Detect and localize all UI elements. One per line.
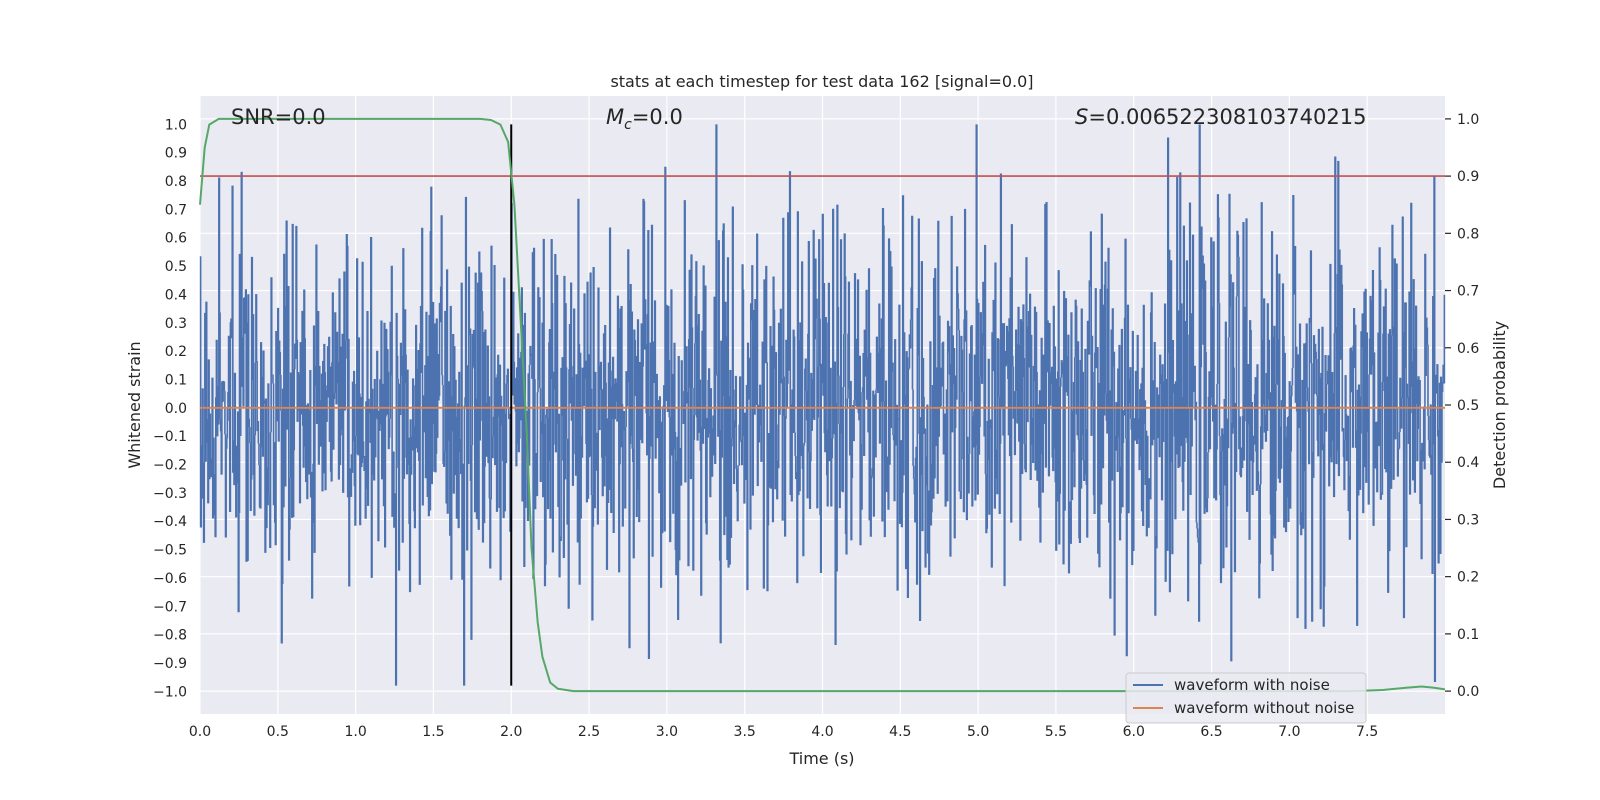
left-y-tick-label: 0.9 [165, 146, 187, 162]
left-y-tick-label: −0.2 [153, 458, 187, 474]
x-axis-label: Time (s) [788, 749, 854, 768]
x-tick-label: 7.5 [1356, 724, 1378, 740]
left-y-tick-label: 0.4 [165, 287, 187, 303]
left-y-tick-label: −0.8 [153, 628, 187, 644]
left-axis-label: Whitened strain [125, 341, 144, 468]
score-symbol: S [1075, 105, 1088, 129]
left-y-tick-label: −0.9 [153, 656, 187, 672]
snr-annotation: SNR=0.0 [231, 105, 326, 129]
x-tick-label: 0.0 [189, 724, 211, 740]
x-tick-label: 3.0 [656, 724, 678, 740]
legend-box [1125, 672, 1367, 724]
left-y-tick-label: −0.1 [153, 429, 187, 445]
right-y-tick-label: 0.1 [1457, 627, 1479, 643]
right-y-tick-label: 0.4 [1457, 455, 1479, 471]
chirp-mass-annotation: Mc=0.0 [606, 105, 683, 133]
left-y-tick-label: −1.0 [153, 684, 187, 700]
right-y-tick-label: 1.0 [1457, 112, 1479, 128]
chirp-mass-symbol: M [606, 105, 624, 129]
left-y-tick-label: −0.7 [153, 599, 187, 615]
chart-title: stats at each timestep for test data 162… [610, 72, 1033, 91]
score-annotation: S=0.006522308103740215 [1075, 105, 1366, 129]
left-y-tick-label: −0.6 [153, 571, 187, 587]
right-y-tick-label: 0.6 [1457, 341, 1479, 357]
chirp-mass-subscript: c [624, 117, 632, 133]
legend-label-clean: waveform without noise [1174, 699, 1354, 717]
x-tick-label: 2.5 [578, 724, 600, 740]
x-tick-label: 4.0 [811, 724, 833, 740]
x-tick-label: 3.5 [734, 724, 756, 740]
x-tick-label: 4.5 [889, 724, 911, 740]
left-y-tick-label: 0.5 [165, 259, 187, 275]
x-tick-label: 6.0 [1123, 724, 1145, 740]
x-axis-ticks: 0.0 0.5 1.0 1.5 2.0 2.5 3.0 3.5 4.0 4.5 5.0 5.5 6.0 6… [189, 724, 1378, 740]
x-tick-label: 2.0 [500, 724, 522, 740]
left-y-tick-label: 0.1 [165, 372, 187, 388]
left-y-tick-label: −0.5 [153, 543, 187, 559]
right-y-tick-label: 0.2 [1457, 570, 1479, 586]
left-y-tick-label: 0.3 [165, 316, 187, 332]
left-y-tick-label: 0.8 [165, 174, 187, 190]
score-value: =0.006522308103740215 [1088, 105, 1366, 129]
x-tick-label: 7.0 [1278, 724, 1300, 740]
legend: waveform with noise waveform without noi… [1125, 672, 1367, 724]
x-tick-label: 0.5 [267, 724, 289, 740]
left-y-tick-label: 0.7 [165, 202, 187, 218]
x-tick-label: 1.5 [422, 724, 444, 740]
chirp-mass-value: =0.0 [632, 105, 683, 129]
right-y-tick-label: 0.7 [1457, 284, 1479, 300]
right-y-tick-label: 0.3 [1457, 512, 1479, 528]
right-y-tick-label: 0.9 [1457, 169, 1479, 185]
left-y-tick-label: 0.0 [165, 401, 187, 417]
right-y-tick-label: 0.0 [1457, 684, 1479, 700]
left-y-tick-label: −0.4 [153, 514, 187, 530]
x-tick-label: 5.0 [967, 724, 989, 740]
legend-label-noise: waveform with noise [1174, 676, 1330, 694]
right-axis-ticks: 0.0 0.1 0.2 0.3 0.4 0.5 0.6 0.7 0.8 0.9 1.0 [1445, 112, 1479, 700]
x-tick-label: 1.0 [344, 724, 366, 740]
x-tick-label: 5.5 [1045, 724, 1067, 740]
left-axis-ticks: −1.0 −0.9 −0.8 −0.7 −0.6 −0.5 −0.4 −0.3 −0.2 −0.1… [153, 117, 187, 700]
left-y-tick-label: 0.6 [165, 231, 187, 247]
waveform-with-noise-series [199, 124, 1446, 686]
right-y-tick-label: 0.5 [1457, 398, 1479, 414]
right-y-tick-label: 0.8 [1457, 226, 1479, 242]
left-y-tick-label: −0.3 [153, 486, 187, 502]
right-axis-label: Detection probability [1490, 321, 1509, 489]
left-y-tick-label: 0.2 [165, 344, 187, 360]
waveform-with-noise-trace [199, 124, 1446, 686]
x-tick-label: 6.5 [1200, 724, 1222, 740]
left-y-tick-label: 1.0 [165, 117, 187, 133]
